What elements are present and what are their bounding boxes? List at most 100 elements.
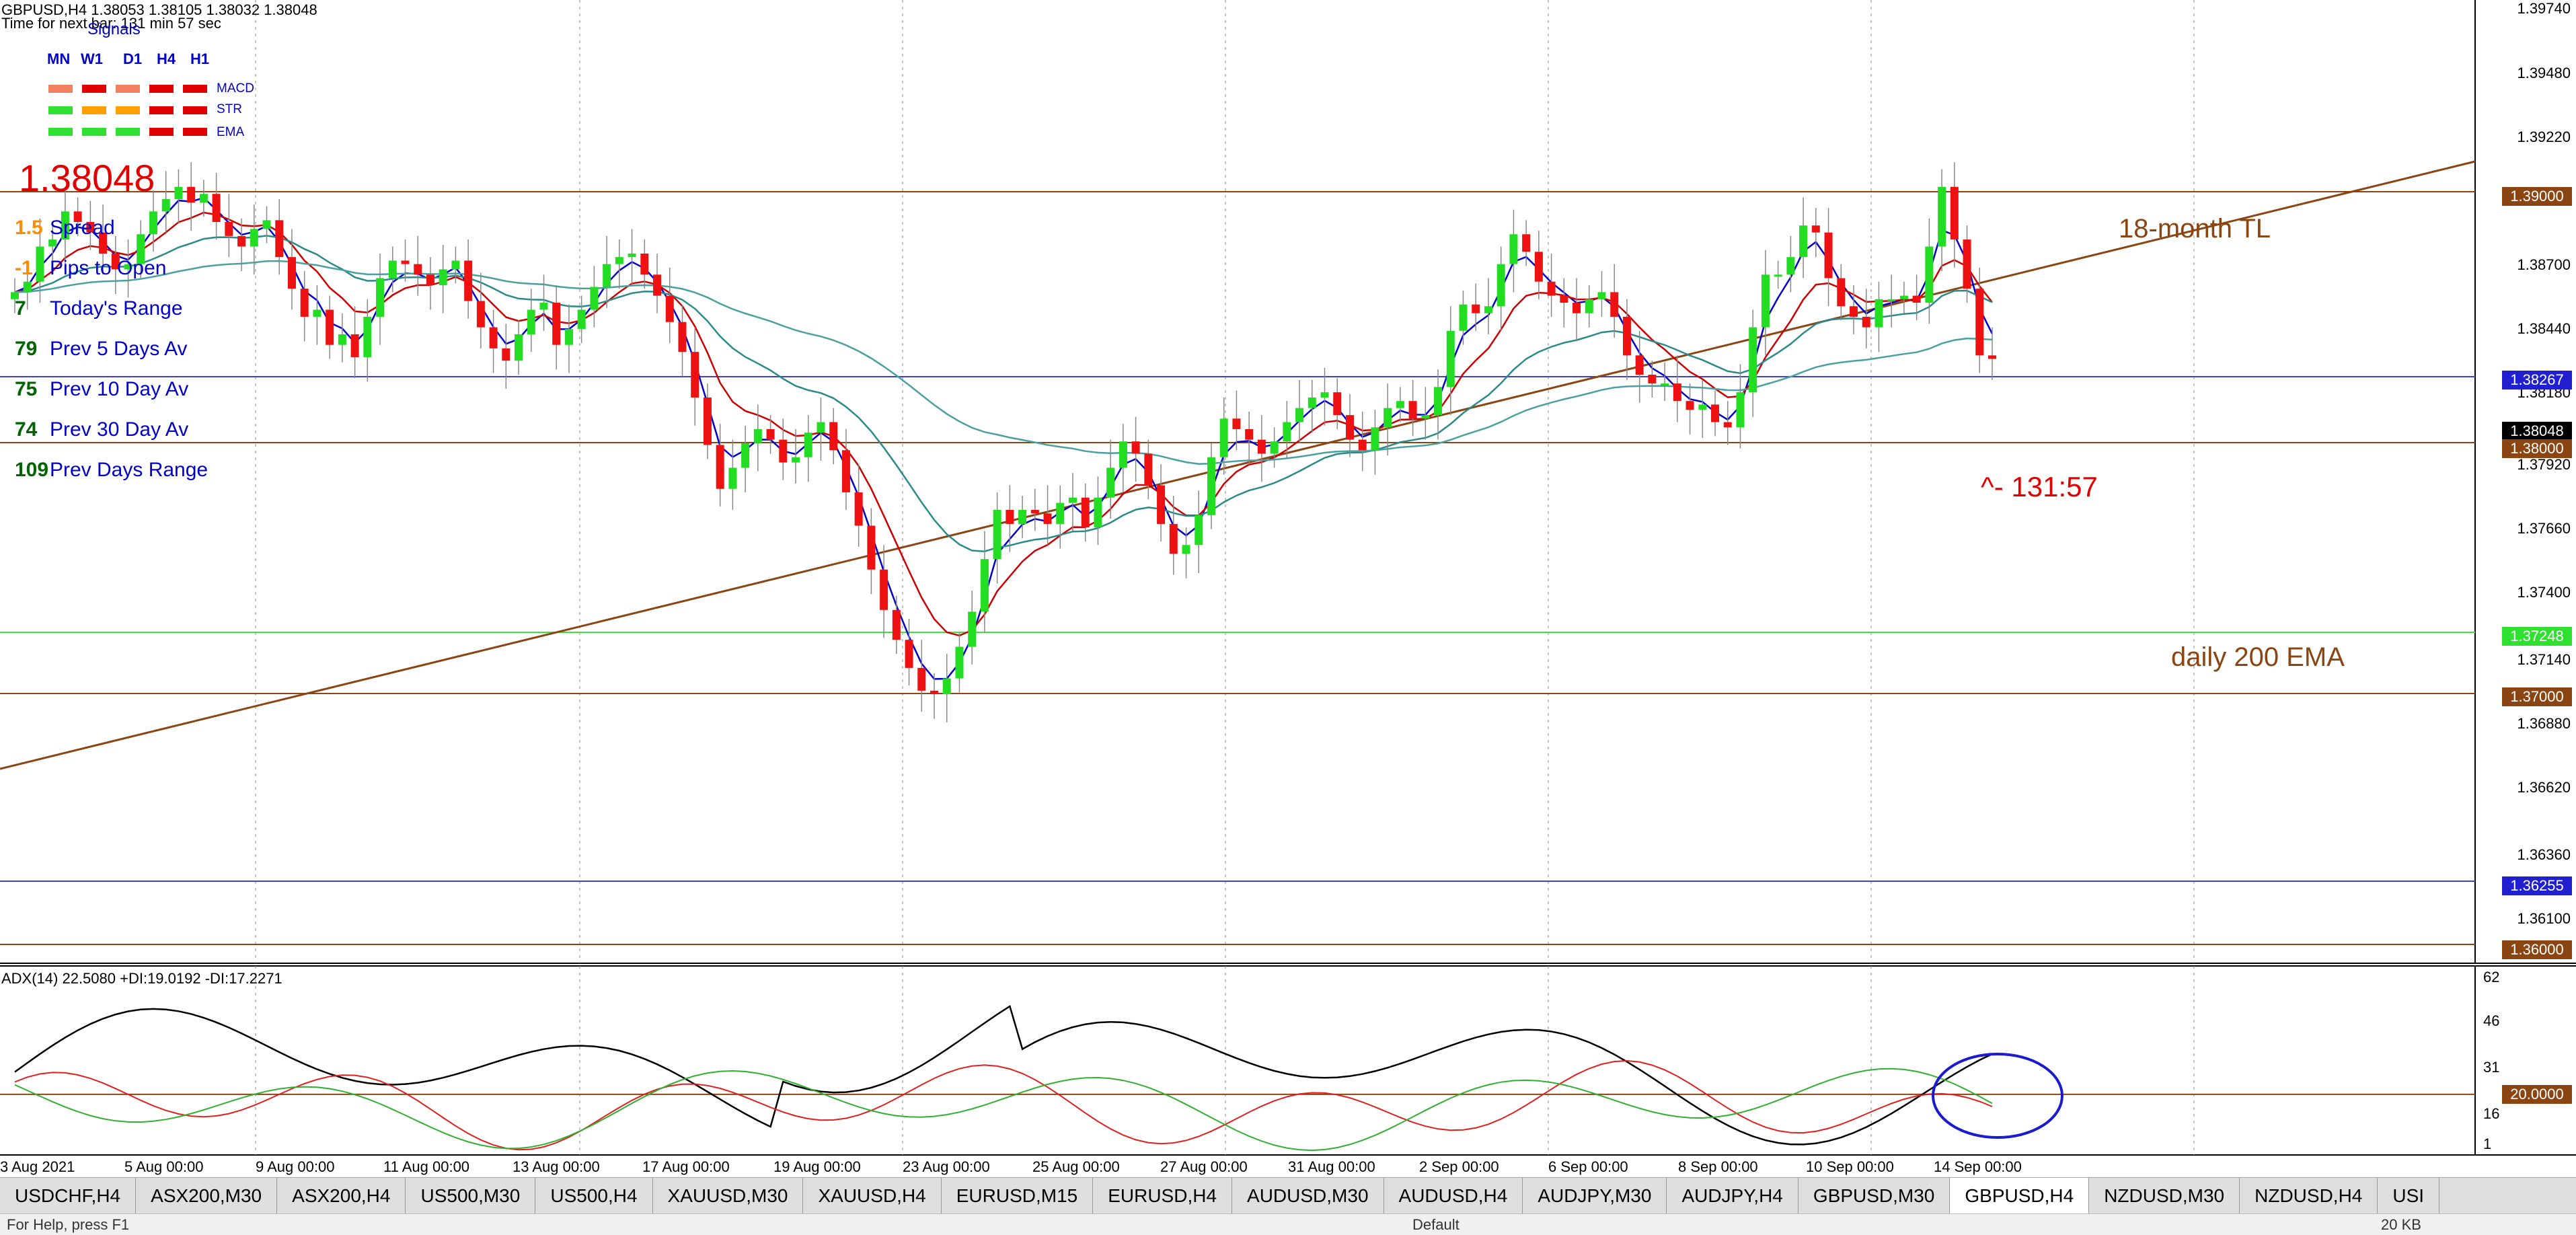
chart-tab[interactable]: AUDUSD,H4 <box>1384 1178 1523 1214</box>
chart-tab[interactable]: USI <box>2378 1178 2440 1214</box>
candle-body <box>1774 274 1782 277</box>
candle-body <box>212 194 221 222</box>
chart-tab[interactable]: XAUUSD,H4 <box>803 1178 942 1214</box>
candles <box>11 162 1996 722</box>
minus-di-line <box>14 1059 1993 1151</box>
candle-body <box>1597 292 1606 299</box>
candle-body <box>678 322 687 352</box>
candle-body <box>665 295 674 322</box>
candle-body <box>728 467 737 489</box>
candle-body <box>1270 441 1279 454</box>
adx-header: ADX(14) 22.5080 +DI:19.0192 -DI:17.2271 <box>1 970 282 987</box>
candle-body <box>590 287 599 310</box>
price-axis-label: 1.36880 <box>2517 715 2571 732</box>
candle-body <box>1030 510 1039 514</box>
chart-tab[interactable]: US500,H4 <box>535 1178 653 1214</box>
candle-body <box>388 260 397 278</box>
time-axis-label: 25 Aug 00:00 <box>1032 1158 1120 1175</box>
candle-body <box>1068 497 1077 503</box>
price-level-box: 1.39000 <box>2502 187 2572 206</box>
candle-body <box>1786 257 1795 275</box>
candle-body <box>1056 502 1065 524</box>
price-axis-label: 1.37400 <box>2517 584 2571 601</box>
candle-body <box>124 264 132 270</box>
price-level-box: 1.36000 <box>2502 940 2572 959</box>
stat-row: 74 Prev 30 Day Av <box>15 418 188 441</box>
candle-body <box>1673 383 1681 402</box>
candle-body <box>653 274 662 296</box>
candle-body <box>1081 497 1090 528</box>
moving-average-line <box>14 211 1993 637</box>
chart-tab[interactable]: EURUSD,H4 <box>1093 1178 1233 1214</box>
candle-body <box>1938 186 1946 247</box>
status-bar: For Help, press F1 Default 20 KB <box>0 1213 2576 1235</box>
candle-body <box>1950 186 1959 240</box>
price-axis-label: 1.37660 <box>2517 520 2571 537</box>
candle-body <box>275 220 284 258</box>
chart-tab[interactable]: ASX200,H4 <box>277 1178 406 1214</box>
stat-value: 1.5 <box>15 217 43 239</box>
status-profile: Default <box>1412 1216 1460 1233</box>
candle-body <box>841 450 850 492</box>
candle-body <box>1497 264 1505 307</box>
candle-body <box>363 316 372 357</box>
candle-body <box>149 211 157 235</box>
chart-tab[interactable]: XAUUSD,M30 <box>653 1178 804 1214</box>
price-chart[interactable] <box>0 0 2576 1177</box>
chart-tab[interactable]: GBPUSD,M30 <box>1798 1178 1950 1214</box>
signal-cell <box>116 106 140 114</box>
candle-body <box>1824 232 1833 278</box>
candle-body <box>867 525 876 570</box>
candle-body <box>1295 408 1304 422</box>
price-axis-label: 1.36620 <box>2517 779 2571 796</box>
symbol-line: GBPUSD,H4 1.38053 1.38105 1.38032 1.3804… <box>1 1 317 18</box>
price-axis-label: 1.38440 <box>2517 320 2571 337</box>
indicator-str: STR <box>217 102 242 116</box>
chart-tab[interactable]: ASX200,M30 <box>136 1178 278 1214</box>
chart-tab[interactable]: GBPUSD,H4 <box>1950 1178 2090 1214</box>
candle-body <box>1320 392 1329 398</box>
time-axis-label: 5 Aug 00:00 <box>124 1158 204 1175</box>
chart-tab[interactable]: USDCHF,H4 <box>0 1178 137 1214</box>
price-axis-label: 1.39740 <box>2517 0 2571 17</box>
candle-body <box>817 422 825 433</box>
candle-body <box>1811 225 1820 233</box>
candle-body <box>955 646 964 679</box>
stat-label: Prev 5 Days Av <box>50 338 188 360</box>
candle-body <box>515 334 523 361</box>
ema-label: daily 200 EMA <box>2171 642 2345 672</box>
chart-tab[interactable]: AUDJPY,H4 <box>1667 1178 1798 1214</box>
chart-tab[interactable]: AUDJPY,M30 <box>1523 1178 1667 1214</box>
chart-tab[interactable]: EURUSD,M15 <box>942 1178 1094 1214</box>
signal-cell <box>48 128 73 136</box>
chart-tab[interactable]: AUDUSD,M30 <box>1232 1178 1384 1214</box>
candle-body <box>1850 306 1858 317</box>
candle-body <box>741 443 750 468</box>
candle-body <box>1509 234 1518 264</box>
candle-body <box>1358 439 1367 451</box>
candle-body <box>1837 278 1846 307</box>
time-axis-label: 10 Sep 00:00 <box>1806 1158 1894 1175</box>
candle-body <box>1874 299 1883 328</box>
stat-label: Today's Range <box>50 297 183 320</box>
chart-tab[interactable]: US500,M30 <box>406 1178 536 1214</box>
trendline-18-month <box>0 160 2476 770</box>
candle-body <box>300 289 309 317</box>
adx-axis-label: 1 <box>2483 1135 2492 1152</box>
candle-body <box>1333 392 1342 416</box>
signal-cell <box>48 85 73 93</box>
tf-d1: D1 <box>123 50 143 67</box>
chart-tab[interactable]: NZDUSD,H4 <box>2240 1178 2378 1214</box>
candle-body <box>439 269 447 285</box>
timer-line: Time for next bar: 131 min 57 sec <box>1 15 221 32</box>
candle-body <box>980 559 989 612</box>
chart-tab[interactable]: NZDUSD,M30 <box>2089 1178 2240 1214</box>
candle-body <box>1408 401 1417 419</box>
candle-body <box>1169 523 1178 554</box>
candle-body <box>1421 415 1430 419</box>
candle-body <box>716 445 724 489</box>
candle-body <box>1988 355 1996 359</box>
price-axis-label: 1.38700 <box>2517 256 2571 273</box>
candle-body <box>564 329 573 345</box>
candle-body <box>1446 330 1455 387</box>
